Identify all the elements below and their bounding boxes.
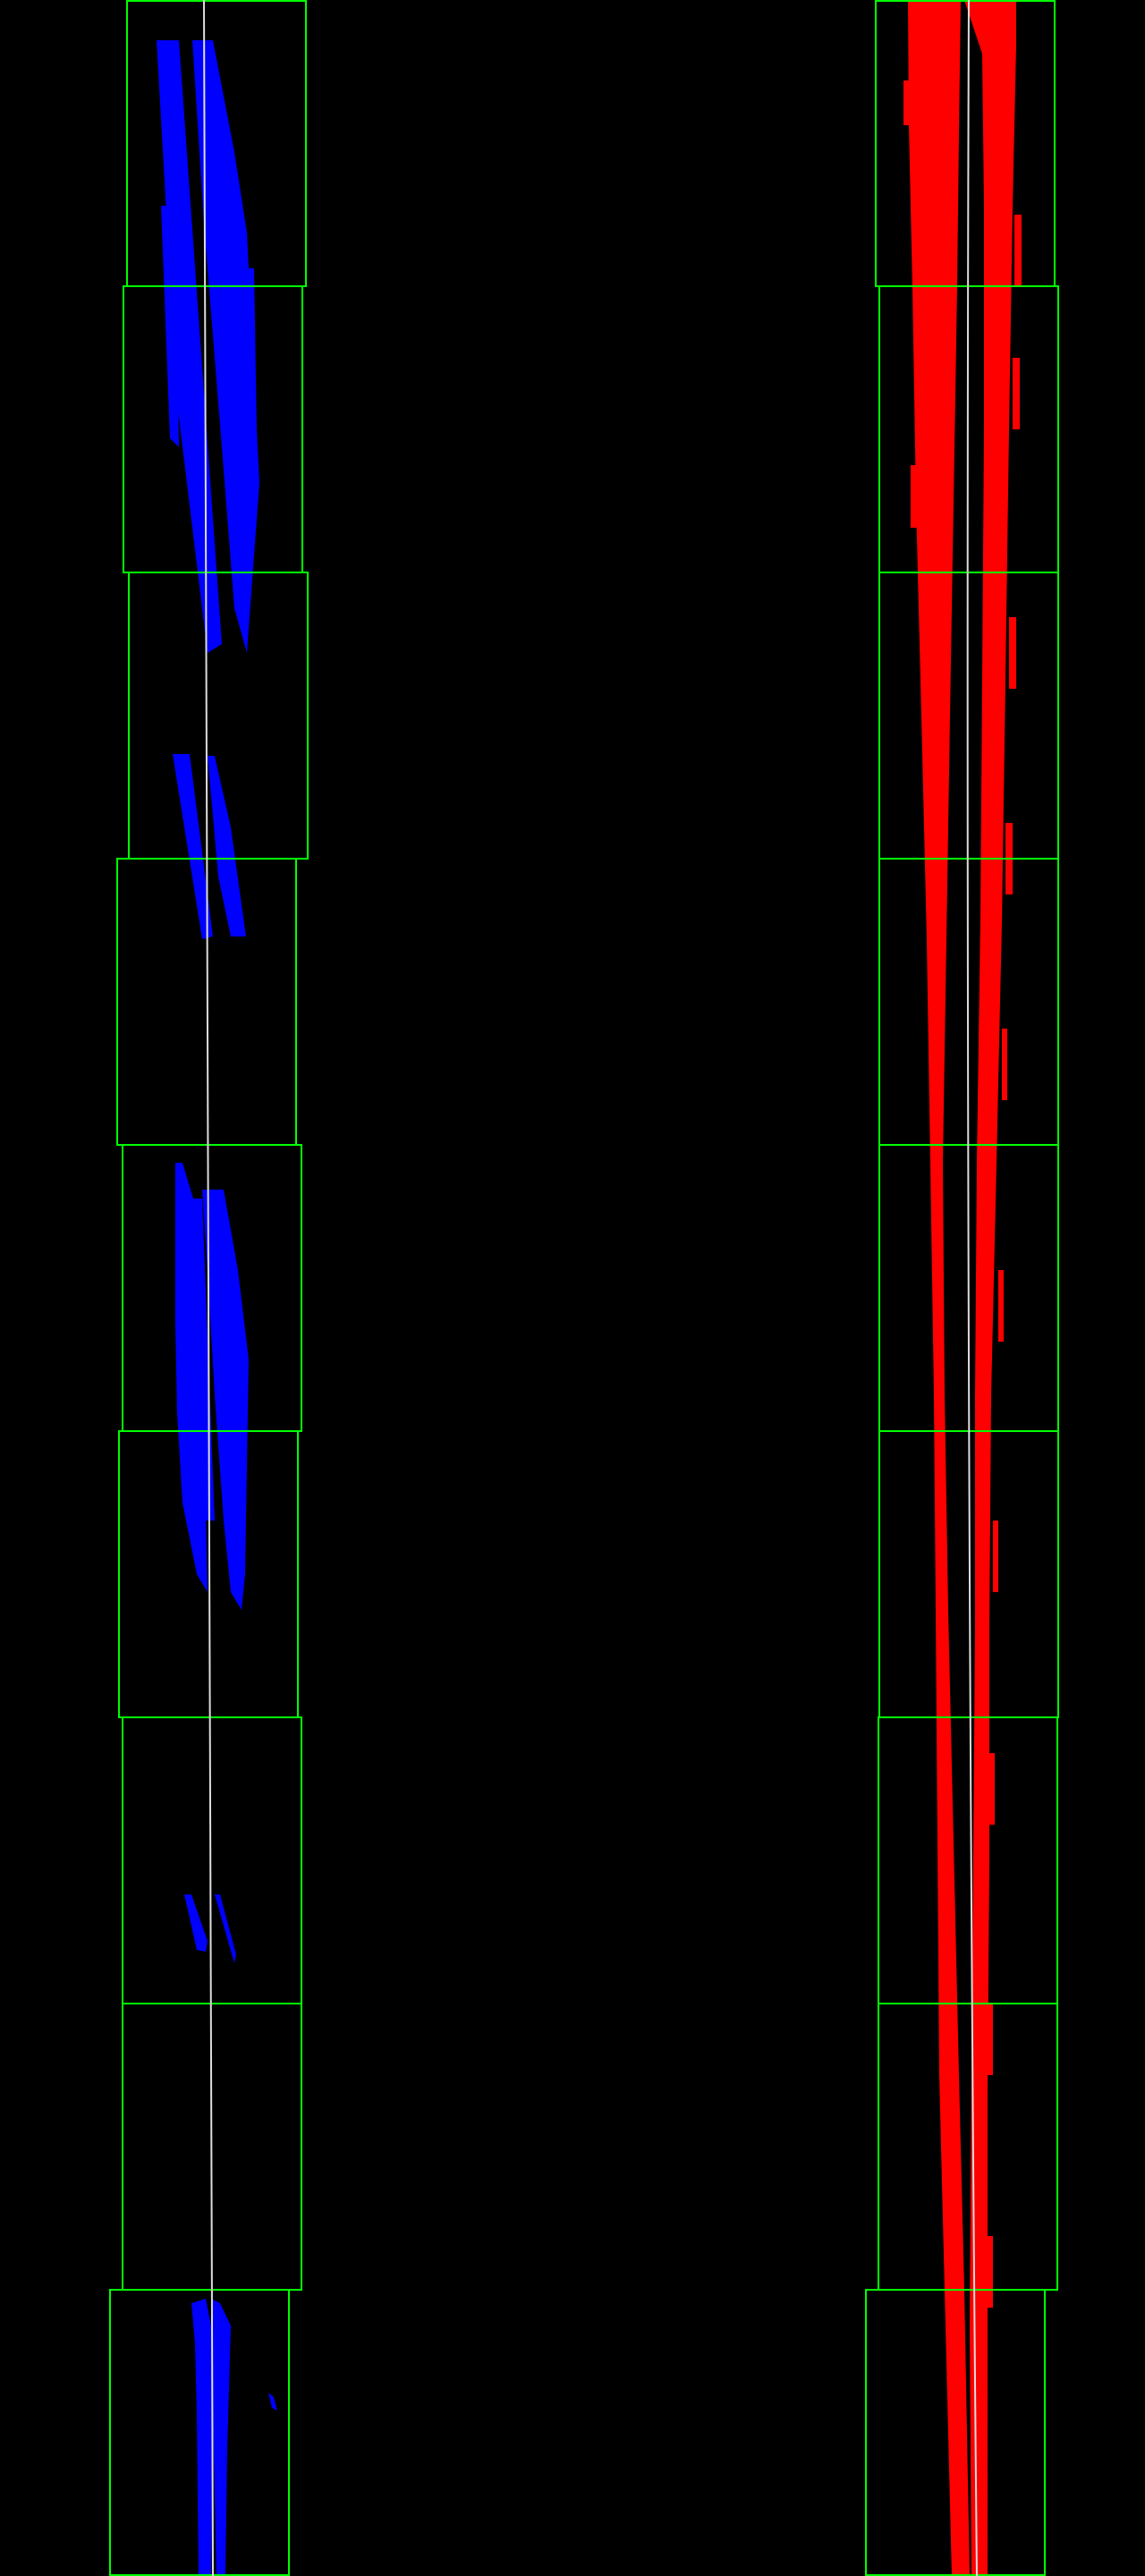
right-edge-notch-4: [911, 465, 918, 528]
right-edge-notch-12: [988, 2236, 993, 2308]
right-streak-a: [908, 0, 970, 2576]
left-streak-5b: [202, 1190, 249, 1610]
left-streak-1d: [242, 268, 258, 483]
left-streak-7a: [184, 1894, 208, 1952]
right-edge-notch-7: [1002, 1029, 1007, 1100]
right-lane-pixels: [903, 0, 1022, 2576]
right-edge-notch-2: [1014, 215, 1022, 286]
left-streak-1c: [161, 206, 179, 447]
left-streak-9b: [211, 2299, 231, 2576]
left-lane-pixels: [157, 40, 277, 2576]
left-streak-9c: [268, 2393, 277, 2411]
left-fit-line: [203, 0, 214, 2576]
left-streak-9a: [191, 2299, 213, 2576]
left-window-9: [109, 2289, 290, 2576]
right-streak-b: [964, 0, 1016, 2576]
right-lane-search-windows: [865, 0, 1059, 2576]
left-streak-3a: [173, 754, 213, 939]
right-edge-notch-10: [989, 1753, 995, 1825]
left-streak-3b: [208, 756, 246, 936]
right-edge-notch-3: [1013, 358, 1020, 429]
right-fit-line: [966, 0, 978, 2576]
left-streak-7b: [215, 1894, 236, 1963]
right-edge-notch-5: [1009, 617, 1016, 689]
left-streak-5c: [186, 1199, 215, 1521]
right-edge-notch-1: [903, 80, 912, 125]
right-edge-notch-11: [988, 2004, 993, 2075]
right-edge-notch-8: [998, 1270, 1004, 1342]
lane-fit-lines: [203, 0, 978, 2576]
right-edge-notch-9: [993, 1521, 998, 1592]
right-window-9: [865, 2289, 1046, 2576]
left-streak-1b: [192, 40, 259, 653]
